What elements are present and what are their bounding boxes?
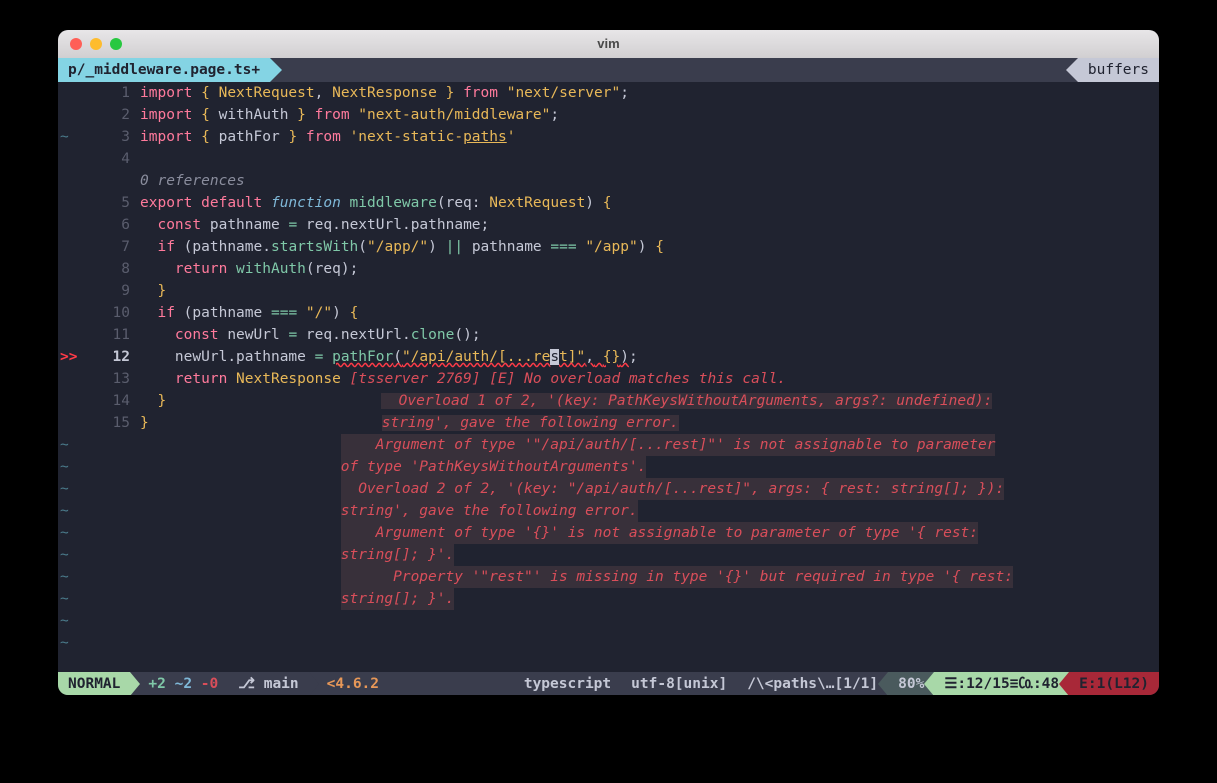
- diagnostic-line: Argument of type '"/api/auth/[...rest]"'…: [341, 434, 996, 456]
- empty-line: ~ Property '"rest"' is missing in type '…: [58, 566, 1159, 588]
- diagnostic-line: string', gave the following error.: [382, 415, 679, 431]
- error-count: E:1(L12): [1069, 672, 1159, 695]
- code-line: 13 return NextResponse [tsserver 2769] […: [58, 368, 1159, 390]
- code-line: 11 const newUrl = req.nextUrl.clone();: [58, 324, 1159, 346]
- typescript-version: <4.6.2: [309, 672, 389, 695]
- code-line-current: >>12 newUrl.pathname = pathFor("/api/aut…: [58, 346, 1159, 368]
- vim-tabline: p/_middleware.page.ts+ buffers: [58, 58, 1159, 82]
- diagnostic-line: Property '"rest"' is missing in type '{}…: [341, 566, 1013, 588]
- code-line: 1 import { NextRequest, NextResponse } f…: [58, 82, 1159, 104]
- search-status: /\<paths\…[1/1]: [737, 672, 888, 695]
- terminal-window: vim p/_middleware.page.ts+ buffers 1 imp…: [58, 30, 1159, 695]
- codelens[interactable]: 0 references: [140, 170, 1159, 192]
- diagnostic-virtual-text: [tsserver 2769] [E] No overload matches …: [350, 371, 787, 387]
- window-title: vim: [58, 33, 1159, 55]
- empty-line: ~string[]; }'.: [58, 544, 1159, 566]
- code-line: 5 export default function middleware(req…: [58, 192, 1159, 214]
- diagnostic-line: Argument of type '{}' is not assignable …: [341, 522, 978, 544]
- empty-line: ~: [58, 632, 1159, 654]
- diagnostic-line: of type 'PathKeysWithoutArguments'.: [341, 456, 647, 478]
- empty-line: ~ Argument of type '"/api/auth/[...rest]…: [58, 434, 1159, 456]
- code-line: 9 }: [58, 280, 1159, 302]
- statusline: NORMAL +2 ~2 -0 ⎇ main <4.6.2 typescript…: [58, 672, 1159, 695]
- code-line: 2 import { withAuth } from "next-auth/mi…: [58, 104, 1159, 126]
- git-branch: ⎇ main: [228, 672, 308, 695]
- empty-line: ~string', gave the following error.: [58, 500, 1159, 522]
- code-line: 15 }string', gave the following error.: [58, 412, 1159, 434]
- diagnostic-line: string[]; }'.: [341, 544, 455, 566]
- window-titlebar[interactable]: vim: [58, 30, 1159, 58]
- git-hunks: +2 ~2 -0: [130, 672, 228, 695]
- code-line: ~3 import { pathFor } from 'next-static-…: [58, 126, 1159, 148]
- empty-line: ~ Overload 2 of 2, '(key: "/api/auth/[..…: [58, 478, 1159, 500]
- diagnostic-line: string[]; }'.: [341, 588, 455, 610]
- diagnostic-line: Overload 2 of 2, '(key: "/api/auth/[...r…: [341, 478, 1004, 500]
- cursor-position: ☰:12/15≡ ㏇:48: [934, 672, 1069, 695]
- code-line: 8 return withAuth(req);: [58, 258, 1159, 280]
- code-line: 14 } Overload 1 of 2, '(key: PathKeysWit…: [58, 390, 1159, 412]
- empty-line: ~: [58, 610, 1159, 632]
- cursor: s: [550, 349, 559, 365]
- buffers-label[interactable]: buffers: [1078, 58, 1159, 82]
- code-line: 10 if (pathname === "/") {: [58, 302, 1159, 324]
- branch-icon: ⎇: [238, 673, 255, 695]
- code-line: 7 if (pathname.startsWith("/app/") || pa…: [58, 236, 1159, 258]
- diagnostic-line: string', gave the following error.: [341, 500, 638, 522]
- code-line: 4: [58, 148, 1159, 170]
- sign-error: >>: [58, 346, 84, 368]
- mode-indicator: NORMAL: [58, 672, 130, 695]
- empty-line: ~string[]; }'.: [58, 588, 1159, 610]
- empty-line: ~ Argument of type '{}' is not assignabl…: [58, 522, 1159, 544]
- sign-change: ~: [58, 126, 84, 148]
- buffer-tab[interactable]: p/_middleware.page.ts+: [58, 58, 270, 82]
- code-line: 6 const pathname = req.nextUrl.pathname;: [58, 214, 1159, 236]
- diagnostic-line: Overload 1 of 2, '(key: PathKeysWithoutA…: [381, 393, 992, 409]
- editor-area[interactable]: 1 import { NextRequest, NextResponse } f…: [58, 82, 1159, 672]
- empty-line: ~of type 'PathKeysWithoutArguments'.: [58, 456, 1159, 478]
- buffer-filename: p/_middleware.page.ts+: [68, 62, 260, 78]
- file-encoding: utf-8[unix]: [621, 672, 737, 695]
- codelens-line: 0 references: [58, 170, 1159, 192]
- filetype: typescript: [514, 672, 621, 695]
